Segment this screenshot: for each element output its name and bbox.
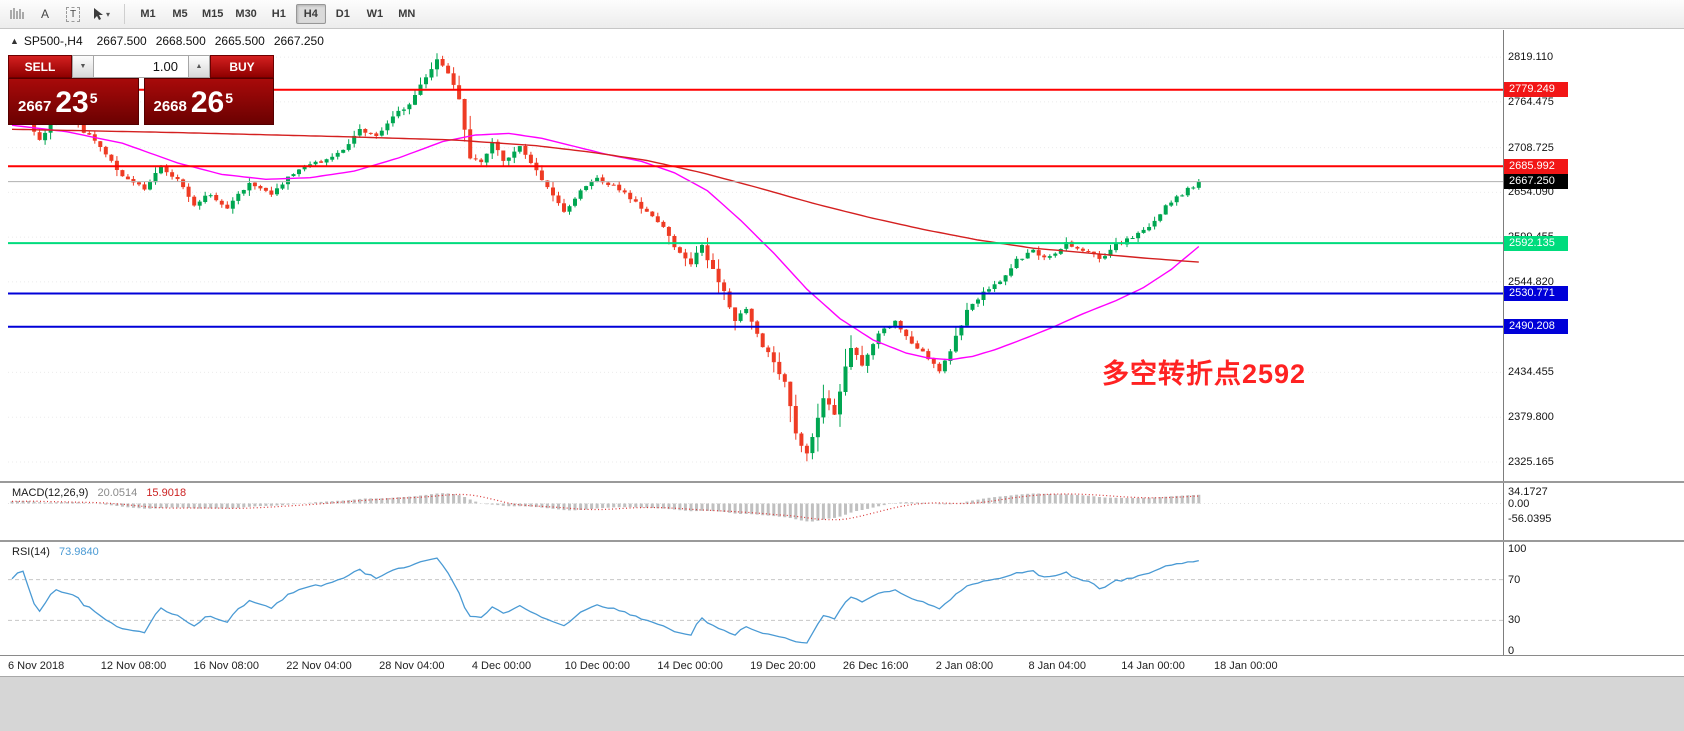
price-tick-label: 2325.165 [1508, 456, 1554, 468]
macd-axis-label: 0.00 [1508, 497, 1530, 510]
macd-main-value: 20.0514 [97, 487, 138, 499]
cursor-arrow-icon [93, 8, 103, 20]
time-axis-label: 22 Nov 04:00 [286, 660, 352, 672]
time-axis-label: 14 Jan 00:00 [1121, 660, 1185, 672]
chevron-down-icon: ▼ [79, 63, 87, 70]
time-axis-label: 19 Dec 20:00 [750, 660, 816, 672]
macd-signal-value: 15.9018 [146, 487, 187, 499]
rsi-axis-label: 0 [1508, 645, 1515, 657]
price-tick-label: 2379.800 [1508, 411, 1554, 424]
price-tick-label: 2434.455 [1508, 366, 1554, 379]
price-level-label: 2490.208 [1504, 319, 1568, 335]
symbol-marker-icon: ▲ [10, 35, 19, 46]
timeframe-button-h4[interactable]: H4 [295, 4, 326, 24]
macd-label: MACD(12,26,9) 20.0514 15.9018 [12, 487, 186, 499]
price-level-label: 2530.771 [1504, 285, 1568, 301]
rsi-axis-label: 30 [1508, 614, 1521, 627]
price-tick-label: 2708.725 [1508, 141, 1554, 154]
macd-name: MACD(12,26,9) [12, 487, 89, 499]
price-level-label: 2685.992 [1504, 158, 1568, 174]
price-tick-label: 2544.820 [1508, 275, 1554, 288]
price-tick-label: 2654.090 [1508, 186, 1554, 199]
cursor-tool-dropdown[interactable]: ▾ [88, 3, 114, 25]
macd-axis-label: -56.0395 [1508, 513, 1552, 526]
time-axis-label: 14 Dec 00:00 [657, 660, 723, 672]
toolbar: A T ▾ M1 M5 M15 M30 H1 H4 D1 W1 MN [0, 0, 1684, 29]
ask-point-digit: 5 [225, 90, 234, 106]
rsi-axis-label: 100 [1508, 543, 1527, 555]
timeframe-button-mn[interactable]: MN [398, 8, 416, 20]
current-price-label: 2667.250 [1504, 174, 1568, 190]
bid-prefix: 2667 [18, 98, 52, 115]
time-axis-label: 6 Nov 2018 [8, 660, 65, 672]
timeframe-button-d1[interactable]: D1 [335, 8, 350, 20]
timeframe-button-m1[interactable]: M1 [140, 8, 156, 20]
time-axis-label: 18 Jan 00:00 [1214, 660, 1278, 672]
time-axis-label: 28 Nov 04:00 [379, 660, 445, 672]
bid-point-digit: 5 [89, 90, 98, 106]
time-axis-label: 12 Nov 08:00 [100, 660, 167, 672]
timeframe-button-m5[interactable]: M5 [172, 8, 188, 20]
ohlc-open: 2667.500 [96, 33, 147, 48]
text-a-icon: A [40, 7, 49, 21]
time-axis-label: 26 Dec 16:00 [842, 660, 909, 672]
macd-axis-label: 34.1727 [1508, 486, 1548, 499]
bid-main-digits: 23 [55, 86, 89, 119]
volume-input[interactable] [94, 55, 188, 78]
price-level-label: 2779.249 [1504, 82, 1568, 98]
volume-increase-button[interactable]: ▲ [188, 55, 210, 78]
timeframe-button-h1[interactable]: H1 [271, 8, 286, 20]
toolbar-separator [124, 4, 125, 24]
time-axis-label: 4 Dec 00:00 [471, 660, 532, 672]
timeframe-button-w1[interactable]: W1 [366, 8, 384, 20]
price-axis[interactable] [1503, 30, 1684, 655]
chart-annotation: 多空转折点2592 [1102, 359, 1307, 389]
timeframe-button-m15[interactable]: M15 [202, 8, 224, 20]
macd-panel[interactable] [8, 483, 1503, 540]
chevron-up-icon: ▲ [195, 63, 203, 70]
text-label-t-icon: T [65, 6, 81, 22]
text-tool-button[interactable]: A [32, 3, 58, 25]
time-axis[interactable] [0, 655, 1684, 676]
ask-main-digits: 26 [190, 86, 225, 119]
ask-price-display[interactable]: 2668 26 5 [143, 78, 274, 125]
price-chart[interactable] [8, 52, 1503, 481]
rsi-label: RSI(14) 73.9840 [12, 546, 99, 558]
timeframe-button-m30[interactable]: M30 [235, 8, 257, 20]
ohlc-close: 2667.250 [273, 33, 324, 48]
rsi-name: RSI(14) [12, 546, 50, 558]
ask-prefix: 2668 [153, 98, 187, 115]
price-tick-label: 2819.110 [1508, 51, 1554, 64]
time-axis-label: 2 Jan 08:00 [935, 660, 994, 672]
symbol-title: SP500-,H4 [23, 33, 83, 48]
panel-separator[interactable] [0, 481, 1684, 483]
hatch-pattern-glyph [10, 8, 24, 19]
chevron-down-icon: ▾ [105, 9, 110, 19]
sell-button[interactable]: SELL [8, 55, 72, 78]
hatch-pattern-icon[interactable] [4, 3, 30, 25]
text-label-tool-button[interactable]: T [60, 3, 86, 25]
bid-price-display[interactable]: 2667 23 5 [8, 78, 139, 125]
one-click-trade-panel: SELL ▼ ▲ BUY 2667 23 5 2668 26 5 [8, 55, 274, 125]
rsi-value: 73.9840 [58, 546, 99, 558]
ohlc-low: 2665.500 [214, 33, 265, 48]
price-level-label: 2592.135 [1504, 235, 1568, 251]
timeframe-group: M1 M5 M15 M30 H1 H4 D1 W1 MN [133, 4, 424, 24]
buy-button[interactable]: BUY [210, 55, 274, 78]
status-bar [0, 676, 1684, 731]
rsi-axis-label: 70 [1508, 573, 1521, 586]
ohlc-high: 2668.500 [155, 33, 206, 48]
volume-decrease-button[interactable]: ▼ [72, 55, 94, 78]
time-axis-label: 8 Jan 04:00 [1028, 660, 1086, 672]
chart-header: ▲ SP500-,H4 2667.500 2668.500 2665.500 2… [0, 30, 1684, 51]
time-axis-label: 10 Dec 00:00 [564, 660, 631, 672]
time-axis-label: 16 Nov 08:00 [193, 660, 259, 672]
price-tick-label: 2764.475 [1508, 95, 1554, 108]
rsi-panel[interactable] [8, 542, 1503, 655]
panel-separator[interactable] [0, 540, 1684, 542]
